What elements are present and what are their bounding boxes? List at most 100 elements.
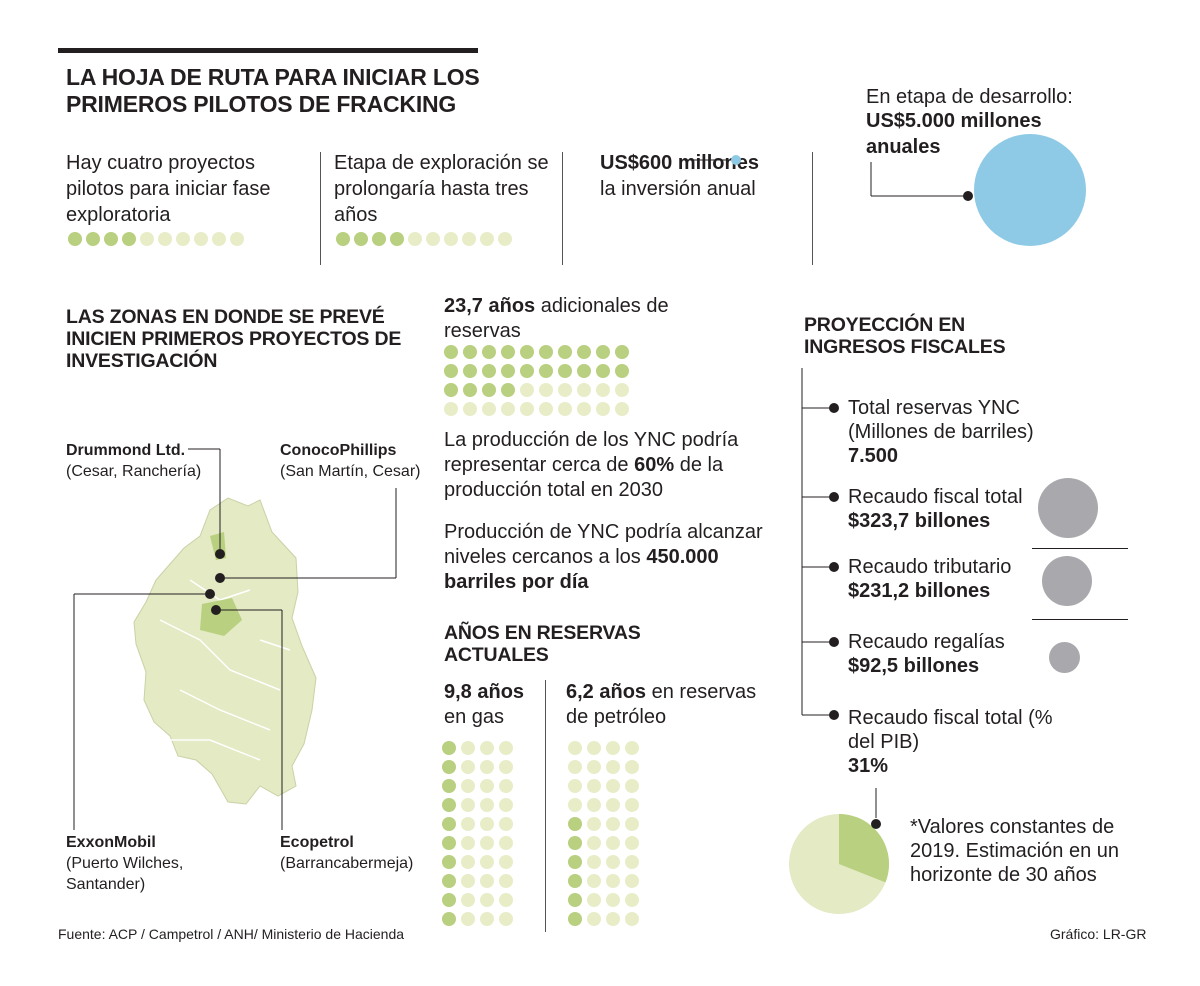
dot: [568, 912, 582, 926]
dot: [480, 760, 494, 774]
dot: [625, 760, 639, 774]
dot: [158, 232, 172, 246]
dot: [463, 383, 477, 397]
barrels-value: 450.000 barriles por día: [444, 546, 719, 593]
fiscal-label: Recaudo fiscal total: [848, 486, 1023, 508]
company-conocophillips: ConocoPhillips (San Martín, Cesar): [280, 440, 420, 482]
dot: [587, 798, 601, 812]
fiscal-label: Recaudo regalías: [848, 631, 1005, 653]
company-exxonmobil: ExxonMobil (Puerto Wilches, Santander): [66, 832, 216, 895]
dot: [625, 893, 639, 907]
colombia-map: [73, 448, 397, 830]
dot: [501, 345, 515, 359]
dot: [568, 760, 582, 774]
fiscal-item-total: Recaudo fiscal total $323,7 billones: [848, 485, 1038, 533]
dot: [606, 817, 620, 831]
pib-pie-chart: [789, 788, 889, 914]
dot: [480, 741, 494, 755]
dot: [212, 232, 226, 246]
divider: [1032, 619, 1128, 620]
reserves-dot-grid: [444, 345, 634, 421]
dot: [520, 402, 534, 416]
production-pre: La producción de los YNC podría represen…: [444, 429, 739, 476]
dot: [480, 798, 494, 812]
dot: [587, 893, 601, 907]
dot: [625, 836, 639, 850]
dot: [615, 364, 629, 378]
dot: [482, 383, 496, 397]
dot: [461, 893, 475, 907]
dot: [140, 232, 154, 246]
dot: [122, 232, 136, 246]
dot: [461, 855, 475, 869]
dot: [520, 345, 534, 359]
dot: [499, 779, 513, 793]
oil-years: 6,2 años: [566, 681, 647, 703]
company-place: (Puerto Wilches, Santander): [66, 855, 184, 893]
gas-text: 9,8 años en gas: [444, 680, 544, 730]
fiscal-header: PROYECCIÓN EN INGRESOS FISCALES: [804, 314, 1006, 358]
dot: [461, 760, 475, 774]
company-ecopetrol: Ecopetrol (Barrancabermeja): [280, 832, 413, 874]
dot: [444, 402, 458, 416]
dot: [442, 798, 456, 812]
dot: [480, 817, 494, 831]
dot: [625, 855, 639, 869]
exploration-dot-row: [336, 232, 512, 246]
dot: [577, 345, 591, 359]
dot: [463, 345, 477, 359]
dot: [539, 402, 553, 416]
stat-projects-text: Hay cuatro proyectos pilotos para inicia…: [66, 152, 271, 226]
dot: [461, 798, 475, 812]
dot: [480, 779, 494, 793]
dot: [444, 232, 458, 246]
dot: [606, 874, 620, 888]
dot: [615, 402, 629, 416]
dot: [482, 345, 496, 359]
dot: [442, 741, 456, 755]
company-place: (Cesar, Ranchería): [66, 463, 202, 480]
dot: [390, 232, 404, 246]
production-share: 60%: [634, 454, 675, 476]
investment-amount: US$600 millones: [600, 152, 759, 174]
dot: [444, 345, 458, 359]
dot: [606, 855, 620, 869]
dot: [442, 893, 456, 907]
dot: [587, 874, 601, 888]
dot: [558, 402, 572, 416]
dot: [444, 364, 458, 378]
zones-header: LAS ZONAS EN DONDE SE PREVÉ INICIEN PRIM…: [66, 306, 402, 372]
company-name: Drummond Ltd.: [66, 442, 186, 459]
projects-dot-row: [68, 232, 244, 246]
dot: [520, 383, 534, 397]
dot: [408, 232, 422, 246]
dot: [86, 232, 100, 246]
fiscal-item-pib: Recaudo fiscal total (% del PIB) 31%: [848, 706, 1068, 778]
fiscal-label: Recaudo fiscal total (% del PIB): [848, 707, 1053, 753]
dot: [606, 741, 620, 755]
dot: [568, 779, 582, 793]
fiscal-item-tax: Recaudo tributario $231,2 billones: [848, 555, 1038, 603]
dot: [625, 798, 639, 812]
dot: [539, 345, 553, 359]
bubble-royalties: [1049, 642, 1080, 673]
divider: [320, 152, 321, 265]
dot: [625, 779, 639, 793]
barrels-pre: Producción de YNC podría alcanzar nivele…: [444, 521, 763, 568]
production-text: La producción de los YNC podría represen…: [444, 428, 764, 503]
development-amount: US$5.000 millones anuales: [866, 110, 1042, 158]
dot: [501, 383, 515, 397]
dot: [442, 912, 456, 926]
dot: [568, 874, 582, 888]
dot: [463, 364, 477, 378]
dot: [461, 817, 475, 831]
dot: [442, 874, 456, 888]
dot: [461, 874, 475, 888]
dot: [625, 741, 639, 755]
dot: [606, 760, 620, 774]
fiscal-value: $323,7 billones: [848, 510, 991, 532]
dot: [354, 232, 368, 246]
dot: [104, 232, 118, 246]
dot: [463, 402, 477, 416]
company-place: (San Martín, Cesar): [280, 463, 421, 480]
